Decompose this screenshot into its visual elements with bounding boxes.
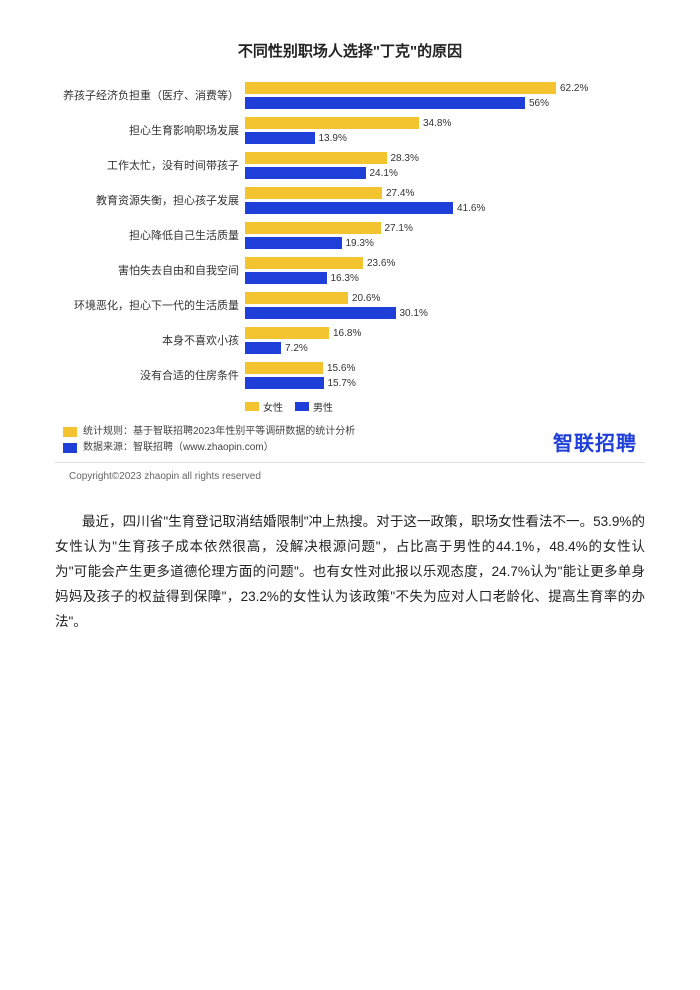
row-label: 担心生育影响职场发展 bbox=[55, 124, 245, 138]
copyright-text: Copyright©2023 zhaopin all rights reserv… bbox=[55, 471, 645, 482]
brand-logo: 智联招聘 bbox=[553, 427, 637, 456]
male-value: 15.7% bbox=[328, 378, 356, 389]
note-source-text: 数据来源：智联招聘（www.zhaopin.com） bbox=[83, 440, 274, 456]
chart-row: 没有合适的住房条件 15.6% 15.7% bbox=[55, 359, 645, 393]
chart-row: 教育资源失衡，担心孩子发展 27.4% 41.6% bbox=[55, 184, 645, 218]
male-value: 7.2% bbox=[285, 343, 308, 354]
male-bar bbox=[245, 202, 453, 214]
male-bar bbox=[245, 237, 342, 249]
row-label: 本身不喜欢小孩 bbox=[55, 334, 245, 348]
chart-title: 不同性别职场人选择"丁克"的原因 bbox=[55, 40, 645, 61]
female-bar bbox=[245, 362, 323, 374]
male-bar bbox=[245, 97, 525, 109]
chart-row: 担心降低自己生活质量 27.1% 19.3% bbox=[55, 219, 645, 253]
chart-row: 养孩子经济负担重（医疗、消费等） 62.2% 56% bbox=[55, 79, 645, 113]
male-bar bbox=[245, 132, 315, 144]
article-paragraph: 最近，四川省"生育登记取消结婚限制"冲上热搜。对于这一政策，职场女性看法不一。5… bbox=[55, 510, 645, 635]
male-bar bbox=[245, 272, 327, 284]
chart-row: 担心生育影响职场发展 34.8% 13.9% bbox=[55, 114, 645, 148]
legend-swatch-male bbox=[295, 402, 309, 411]
male-value: 56% bbox=[529, 98, 549, 109]
note-swatch-rule bbox=[63, 427, 77, 437]
chart-notes: 统计规则：基于智联招聘2023年性别平等调研数据的统计分析 数据来源：智联招聘（… bbox=[63, 424, 355, 456]
male-bar bbox=[245, 377, 324, 389]
male-value: 19.3% bbox=[346, 238, 374, 249]
female-bar bbox=[245, 222, 381, 234]
row-label: 教育资源失衡，担心孩子发展 bbox=[55, 194, 245, 208]
female-bar bbox=[245, 82, 556, 94]
note-swatch-source bbox=[63, 443, 77, 453]
female-value: 15.6% bbox=[327, 363, 355, 374]
chart-row: 环境恶化，担心下一代的生活质量 20.6% 30.1% bbox=[55, 289, 645, 323]
male-bar bbox=[245, 307, 396, 319]
article-body: 最近，四川省"生育登记取消结婚限制"冲上热搜。对于这一政策，职场女性看法不一。5… bbox=[55, 510, 645, 635]
male-value: 41.6% bbox=[457, 203, 485, 214]
chart-row: 本身不喜欢小孩 16.8% 7.2% bbox=[55, 324, 645, 358]
chart-container: 不同性别职场人选择"丁克"的原因 养孩子经济负担重（医疗、消费等） 62.2% 56… bbox=[55, 40, 645, 463]
row-label: 害怕失去自由和自我空间 bbox=[55, 264, 245, 278]
row-label: 工作太忙，没有时间带孩子 bbox=[55, 159, 245, 173]
female-bar bbox=[245, 257, 363, 269]
female-value: 27.4% bbox=[386, 188, 414, 199]
chart-rows: 养孩子经济负担重（医疗、消费等） 62.2% 56% 担心生育影响职场发展 34.8% 1… bbox=[55, 79, 645, 393]
chart-row: 工作太忙，没有时间带孩子 28.3% 24.1% bbox=[55, 149, 645, 183]
male-bar bbox=[245, 167, 366, 179]
legend-label-male: 男性 bbox=[313, 399, 333, 414]
male-value: 16.3% bbox=[331, 273, 359, 284]
row-label: 环境恶化，担心下一代的生活质量 bbox=[55, 299, 245, 313]
female-value: 27.1% bbox=[385, 223, 413, 234]
female-value: 62.2% bbox=[560, 83, 588, 94]
note-rule-text: 统计规则：基于智联招聘2023年性别平等调研数据的统计分析 bbox=[83, 424, 355, 440]
female-bar bbox=[245, 187, 382, 199]
male-bar bbox=[245, 342, 281, 354]
male-value: 24.1% bbox=[370, 168, 398, 179]
female-value: 28.3% bbox=[391, 153, 419, 164]
chart-row: 害怕失去自由和自我空间 23.6% 16.3% bbox=[55, 254, 645, 288]
male-value: 13.9% bbox=[319, 133, 347, 144]
chart-legend: 女性 男性 bbox=[245, 399, 645, 414]
legend-label-female: 女性 bbox=[263, 399, 283, 414]
row-label: 养孩子经济负担重（医疗、消费等） bbox=[55, 89, 245, 103]
female-value: 20.6% bbox=[352, 293, 380, 304]
female-bar bbox=[245, 117, 419, 129]
legend-swatch-female bbox=[245, 402, 259, 411]
female-value: 34.8% bbox=[423, 118, 451, 129]
female-bar bbox=[245, 152, 387, 164]
female-value: 16.8% bbox=[333, 328, 361, 339]
row-label: 没有合适的住房条件 bbox=[55, 369, 245, 383]
male-value: 30.1% bbox=[400, 308, 428, 319]
female-bar bbox=[245, 327, 329, 339]
row-label: 担心降低自己生活质量 bbox=[55, 229, 245, 243]
female-value: 23.6% bbox=[367, 258, 395, 269]
female-bar bbox=[245, 292, 348, 304]
